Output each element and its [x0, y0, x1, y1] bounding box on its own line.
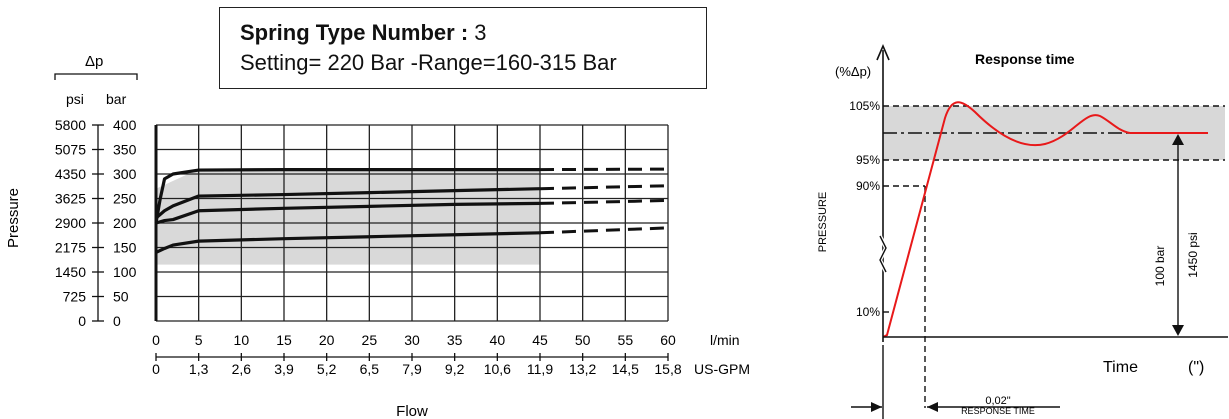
level-label: 10% — [856, 305, 880, 319]
x-tick-label-lmin: 60 — [660, 332, 676, 348]
y-tick-label-psi: 5075 — [55, 142, 86, 158]
series-line-1 — [155, 231, 541, 254]
y-axis-label: Pressure — [5, 188, 22, 248]
y-tick-label-psi: 2175 — [55, 240, 86, 256]
x-tick-label-lmin: 25 — [362, 332, 378, 348]
series-line-2 — [155, 201, 541, 225]
series-dashed-extension-2 — [539, 198, 669, 205]
axis-break-gap — [877, 235, 889, 273]
x-tick-label-gpm: 9,2 — [445, 361, 465, 377]
x-tick-label-gpm: 15,8 — [654, 361, 681, 377]
setting-line: Setting= 220 Bar -Range=160-315 Bar — [240, 50, 617, 75]
x-unit-gpm: US-GPM — [694, 361, 750, 377]
psi-span-note: 1450 psi — [1186, 232, 1200, 277]
psi-label: psi — [66, 91, 84, 107]
series-line-3 — [154, 187, 541, 220]
y-tick-label-bar: 400 — [113, 117, 137, 133]
y-tick-label-bar: 150 — [113, 240, 137, 256]
x-tick-label-gpm: 14,5 — [612, 361, 639, 377]
y-tick-label-psi: 3625 — [55, 191, 86, 207]
pressure-axis-arrow — [876, 43, 890, 61]
x-tick-label-gpm: 7,9 — [402, 361, 422, 377]
response-dim-left-head — [871, 402, 882, 412]
x-tick-label-lmin: 50 — [575, 332, 591, 348]
x-tick-label-lmin: 30 — [404, 332, 420, 348]
x-tick-label-lmin: 40 — [490, 332, 506, 348]
x-tick-label-lmin: 55 — [618, 332, 634, 348]
x-tick-label-lmin: 0 — [152, 332, 160, 348]
x-tick-label-gpm: 11,9 — [527, 361, 553, 377]
y-tick-label-bar: 300 — [113, 166, 137, 182]
series-dashed-extension-3 — [539, 184, 669, 191]
x-tick-label-gpm: 0 — [152, 361, 160, 377]
chart-title: Response time — [975, 51, 1075, 67]
y-axis-label: PRESSURE — [817, 192, 829, 253]
y-tick-label-bar: 0 — [113, 313, 121, 329]
axis-break-zigzag — [879, 235, 887, 273]
tolerance-band — [883, 106, 1225, 160]
pressure-flow-chart: 4005800350507530043502503625200290015021… — [5, 53, 750, 419]
x-tick-label-gpm: 13,2 — [569, 361, 596, 377]
y-tick-label-psi: 1450 — [55, 264, 86, 280]
response-time-value: 0,02" — [985, 395, 1010, 407]
y-axis-unit-label: (%Δp) — [835, 64, 871, 79]
x-tick-label-lmin: 15 — [276, 332, 292, 348]
x-tick-label-gpm: 5,2 — [317, 361, 337, 377]
bar-span-note: 100 bar — [1153, 246, 1167, 287]
y-tick-label-psi: 4350 — [55, 166, 86, 182]
level-label: 105% — [849, 99, 880, 113]
y-tick-label-bar: 50 — [113, 289, 129, 305]
x-tick-label-lmin: 20 — [319, 332, 335, 348]
spring-type-label: Spring Type Number : — [240, 20, 469, 45]
response-curve — [882, 101, 1208, 338]
level-label: 90% — [856, 179, 880, 193]
x-tick-label-gpm: 10,6 — [484, 361, 511, 377]
x-tick-label-lmin: 45 — [532, 332, 548, 348]
span-arrow-head-top — [1172, 134, 1184, 145]
x-tick-label-lmin: 5 — [195, 332, 203, 348]
y-tick-label-psi: 0 — [78, 313, 86, 329]
y-tick-label-bar: 250 — [113, 191, 137, 207]
delta-p-bracket — [54, 73, 138, 80]
y-tick-label-psi: 2900 — [55, 215, 86, 231]
spring-type-line: Spring Type Number : 3 — [240, 18, 706, 48]
y-tick-label-psi: 725 — [63, 289, 87, 305]
y-tick-label-psi: 5800 — [55, 117, 86, 133]
response-time-label: RESPONSE TIME — [961, 406, 1035, 416]
series-dashed-extension-1 — [539, 226, 669, 235]
y-tick-label-bar: 350 — [113, 142, 137, 158]
x-tick-label-gpm: 3,9 — [274, 361, 294, 377]
x-unit-lmin: l/min — [710, 332, 740, 348]
x-tick-label-lmin: 35 — [447, 332, 463, 348]
shaded-operating-region — [156, 169, 540, 265]
x-axis-unit: (") — [1188, 359, 1204, 376]
x-axis-label: Flow — [396, 403, 428, 419]
y-tick-label-bar: 200 — [113, 215, 137, 231]
x-tick-label-lmin: 10 — [234, 332, 250, 348]
span-arrow-head-bottom — [1172, 325, 1184, 336]
x-tick-label-gpm: 2,6 — [232, 361, 252, 377]
x-tick-label-gpm: 6,5 — [360, 361, 380, 377]
x-axis-label: Time — [1103, 359, 1138, 376]
spec-box: Spring Type Number : 3 Setting= 220 Bar … — [219, 7, 707, 89]
level-label: 95% — [856, 153, 880, 167]
spring-type-value: 3 — [474, 20, 487, 45]
delta-p-label: Δp — [85, 53, 103, 70]
series-line-4 — [154, 167, 540, 224]
response-dim-right-head — [927, 402, 938, 412]
x-tick-label-gpm: 1,3 — [189, 361, 209, 377]
bar-label: bar — [106, 91, 127, 107]
y-tick-label-bar: 100 — [113, 264, 137, 280]
